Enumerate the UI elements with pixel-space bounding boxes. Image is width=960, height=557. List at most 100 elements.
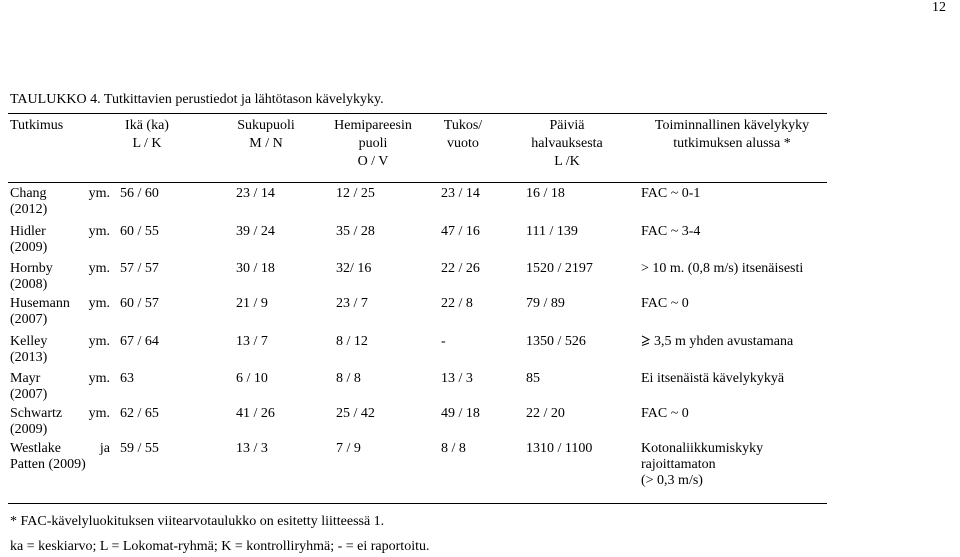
header-line: halvauksesta <box>531 136 603 151</box>
walking-cell: 3,5 m yhden avustamana <box>641 334 793 350</box>
author-year: (2012) <box>10 202 48 217</box>
walking-cell: Ei itsenäistä kävelykykyä <box>641 371 784 387</box>
header-line: tutkimuksen alussa * <box>673 136 791 151</box>
walking-line: > 10 m. (0,8 m/s) itsenäisesti <box>641 261 803 277</box>
days-cell: 22 / 20 <box>526 406 565 421</box>
walking-line: FAC ~ 0 <box>641 296 689 312</box>
header-tutkimus: Tutkimus <box>10 117 63 135</box>
author-cell: Mayr ym. (2007) <box>10 371 110 403</box>
sex-cell: 23 / 14 <box>236 186 275 201</box>
walking-cell: > 10 m. (0,8 m/s) itsenäisesti <box>641 261 803 277</box>
walking-cell: FAC ~ 0-1 <box>641 186 700 202</box>
header-line: L / K <box>132 136 162 151</box>
footnote-abbreviations: ka = keskiarvo; L = Lokomat-ryhmä; K = k… <box>10 539 430 554</box>
author-suffix: ym. <box>88 371 110 386</box>
author-year: (2008) <box>10 277 48 292</box>
author-cell: Hidler ym. (2009) <box>10 224 110 256</box>
table-caption: TAULUKKO 4. Tutkittavien perustiedot ja … <box>10 92 384 107</box>
type-cell: - <box>441 334 446 349</box>
walking-text: FAC ~ 3-4 <box>641 224 701 239</box>
side-cell: 23 / 7 <box>336 296 368 311</box>
author-name-line: Chang ym. <box>10 186 110 202</box>
walking-text: 3,5 m yhden avustamana <box>654 334 794 349</box>
author-name: Schwartz <box>10 406 63 421</box>
days-cell: 1520 / 2197 <box>526 261 593 276</box>
side-cell: 8 / 12 <box>336 334 368 349</box>
author-name-line: Hidler ym. <box>10 224 110 240</box>
author-suffix: ym. <box>88 334 110 349</box>
sex-cell: 41 / 26 <box>236 406 275 421</box>
walking-text: rajoittamaton <box>641 457 716 472</box>
header-line: L /K <box>554 154 580 169</box>
walking-line: FAC ~ 0 <box>641 406 689 422</box>
table-bottom-rule <box>8 503 827 504</box>
sex-cell: 6 / 10 <box>236 371 268 386</box>
walking-text: Kotonaliikkumiskyky <box>641 441 764 456</box>
walking-cell: FAC ~ 3-4 <box>641 224 700 240</box>
walking-line: Kotonaliikkumiskyky <box>641 441 763 457</box>
greater-equal-icon <box>641 335 651 346</box>
table-top-rule <box>8 113 827 114</box>
author-name-line: Husemann ym. <box>10 296 110 312</box>
header-line: vuoto <box>447 136 479 151</box>
header-paivia: Päiviä halvauksesta L /K <box>512 117 622 171</box>
author-suffix: ym. <box>88 186 110 201</box>
side-cell: 25 / 42 <box>336 406 375 421</box>
type-cell: 22 / 8 <box>441 296 473 311</box>
header-ika: Ikä (ka) L / K <box>108 117 186 153</box>
author-suffix: ym. <box>88 224 110 239</box>
author-cell: Husemann ym. (2007) <box>10 296 110 328</box>
walking-cell: Kotonaliikkumiskyky rajoittamaton (> 0,3 m… <box>641 441 763 489</box>
side-cell: 12 / 25 <box>336 186 375 201</box>
side-cell: 8 / 8 <box>336 371 361 386</box>
author-name: Hornby <box>10 261 53 276</box>
age-cell: 63 <box>120 371 134 386</box>
author-suffix: ym. <box>88 296 110 311</box>
header-line: Tutkimus <box>10 118 64 133</box>
type-cell: 22 / 26 <box>441 261 480 276</box>
author-name: Kelley <box>10 334 48 349</box>
author-suffix: ja <box>99 441 110 456</box>
type-cell: 47 / 16 <box>441 224 480 239</box>
walking-text: (> 0,3 m/s) <box>641 473 703 488</box>
author-name-line: Westlake ja <box>10 441 110 457</box>
author-name: Husemann <box>10 296 70 311</box>
age-cell: 60 / 57 <box>120 296 159 311</box>
type-cell: 13 / 3 <box>441 371 473 386</box>
author-name-line: Mayr ym. <box>10 371 110 387</box>
header-bottom-rule <box>8 182 827 183</box>
author-cell: Chang ym. (2012) <box>10 186 110 218</box>
walking-line: rajoittamaton <box>641 457 763 473</box>
author-name: Westlake <box>10 441 61 456</box>
author-year: (2009) <box>10 422 48 437</box>
author-year: (2013) <box>10 350 48 365</box>
author-cell: Westlake ja Patten (2009) <box>10 441 110 473</box>
author-cell: Hornby ym. (2008) <box>10 261 110 293</box>
type-cell: 23 / 14 <box>441 186 480 201</box>
header-tukos: Tukos/ vuoto <box>428 117 498 153</box>
side-cell: 35 / 28 <box>336 224 375 239</box>
author-name-line: Hornby ym. <box>10 261 110 277</box>
author-year: (2007) <box>10 312 48 327</box>
walking-cell: FAC ~ 0 <box>641 406 689 422</box>
walking-text: FAC ~ 0-1 <box>641 186 701 201</box>
header-line: O / V <box>357 154 389 169</box>
header-hemipareesin: Hemipareesin puoli O / V <box>323 117 423 171</box>
walking-text: FAC ~ 0 <box>641 406 689 421</box>
author-name: Hidler <box>10 224 46 239</box>
days-cell: 111 / 139 <box>526 224 578 239</box>
type-cell: 49 / 18 <box>441 406 480 421</box>
walking-line: FAC ~ 0-1 <box>641 186 700 202</box>
days-cell: 1310 / 1100 <box>526 441 593 456</box>
header-line: Ikä (ka) <box>125 118 169 133</box>
author-suffix: ym. <box>88 261 110 276</box>
author-name: Mayr <box>10 371 41 386</box>
author-suffix: ym. <box>88 406 110 421</box>
age-cell: 60 / 55 <box>120 224 159 239</box>
walking-line: FAC ~ 3-4 <box>641 224 700 240</box>
age-cell: 56 / 60 <box>120 186 159 201</box>
page-number: 12 <box>932 0 946 15</box>
age-cell: 62 / 65 <box>120 406 159 421</box>
author-year: (2007) <box>10 387 48 402</box>
type-cell: 8 / 8 <box>441 441 466 456</box>
